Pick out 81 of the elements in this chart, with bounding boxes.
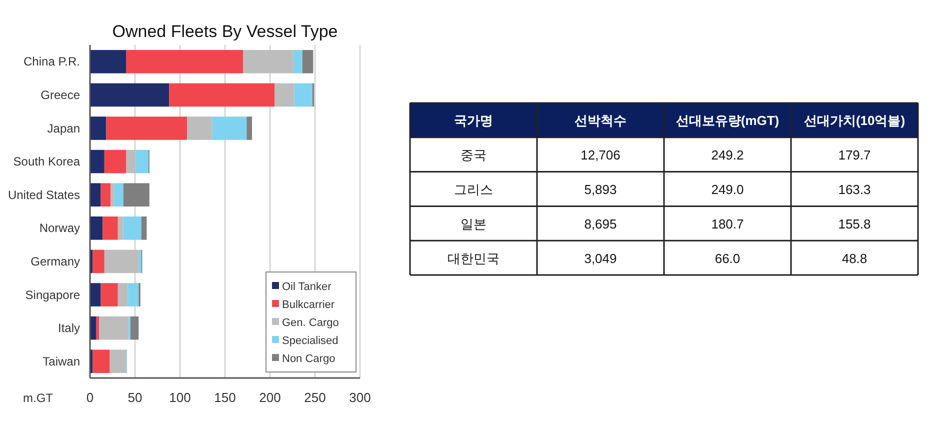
- bar: [90, 83, 170, 107]
- bar: [100, 283, 118, 306]
- y-tick-label: Japan: [47, 121, 80, 136]
- x-tick-label: 50: [128, 390, 142, 405]
- bar: [141, 216, 147, 240]
- text: 8,695: [584, 216, 617, 232]
- text: 3,049: [584, 250, 617, 266]
- bar: [128, 283, 139, 306]
- legend-label: Gen. Cargo: [282, 317, 339, 329]
- bar: [293, 50, 302, 74]
- x-tick-label: 0: [86, 390, 94, 405]
- bar: [302, 50, 314, 74]
- y-tick-label: China P.R.: [24, 54, 80, 69]
- bar: [90, 150, 104, 174]
- bar: [90, 216, 103, 240]
- x-tick-label: 250: [304, 390, 326, 405]
- chart-title: Owned Fleets By Vessel Type: [112, 22, 338, 41]
- legend-label: Specialised: [282, 335, 338, 347]
- bar: [92, 350, 110, 374]
- bar: [123, 216, 142, 240]
- y-tick-label: Singapore: [25, 288, 80, 302]
- y-tick-label: United States: [8, 188, 80, 202]
- bar: [118, 283, 128, 306]
- bar: [138, 250, 142, 274]
- bar: [294, 83, 312, 107]
- bar: [187, 116, 212, 140]
- category-label: 국가명: [454, 113, 493, 128]
- bar: [246, 116, 252, 140]
- text: 48.8: [842, 250, 868, 266]
- bar: [106, 116, 188, 140]
- text: 180.7: [711, 216, 744, 232]
- x-axis-title: m.GT: [23, 391, 54, 405]
- text: 179.7: [838, 148, 871, 163]
- bar: [114, 183, 124, 207]
- text: 일본: [460, 216, 486, 232]
- y-tick-label: South Korea: [13, 154, 80, 169]
- bar: [92, 250, 104, 274]
- bar: [126, 50, 243, 74]
- text: 249.2: [711, 148, 744, 163]
- bar: [100, 183, 111, 207]
- bar: [118, 216, 124, 240]
- text: 대한민국: [448, 250, 500, 266]
- y-tick-label: Norway: [39, 221, 80, 236]
- bar: [169, 83, 274, 107]
- bar: [102, 216, 118, 240]
- category-label: 선대가치(10억불): [804, 113, 906, 128]
- legend-label: Bulkcarrier: [282, 299, 335, 311]
- bar: [99, 316, 129, 340]
- x-tick-label: 300: [349, 390, 371, 405]
- x-tick-label: 100: [169, 390, 191, 405]
- text: 12,706: [580, 148, 620, 163]
- bar: [136, 150, 148, 174]
- x-tick-label: 200: [259, 390, 281, 405]
- legend-label: Non Cargo: [282, 353, 336, 365]
- bar: [90, 50, 126, 74]
- y-tick-label: Taiwan: [42, 354, 80, 368]
- bar: [110, 350, 126, 374]
- y-tick-label: Germany: [30, 254, 80, 268]
- category-label: 선박척수: [574, 113, 626, 128]
- bar: [274, 83, 294, 107]
- category-label: 선대보유량(mGT): [676, 113, 780, 128]
- text: 249.0: [711, 182, 744, 197]
- text: 그리스: [454, 182, 493, 197]
- bar: [104, 150, 126, 174]
- legend-label: Oil Tanker: [282, 281, 332, 293]
- bar: [212, 116, 247, 140]
- text: 5,893: [584, 182, 617, 197]
- bar: [110, 183, 114, 207]
- text: 155.8: [838, 216, 871, 232]
- bar: [123, 183, 150, 207]
- bar: [90, 183, 101, 207]
- bar: [96, 316, 99, 340]
- bar: [90, 283, 101, 306]
- bar: [130, 316, 139, 340]
- bar: [90, 116, 106, 140]
- text: 중국: [460, 148, 486, 163]
- text: 66.0: [714, 250, 740, 266]
- y-tick-label: Italy: [58, 321, 80, 336]
- y-tick-label: Greece: [40, 88, 80, 102]
- x-tick-label: 150: [214, 390, 236, 405]
- text: 163.3: [838, 182, 871, 197]
